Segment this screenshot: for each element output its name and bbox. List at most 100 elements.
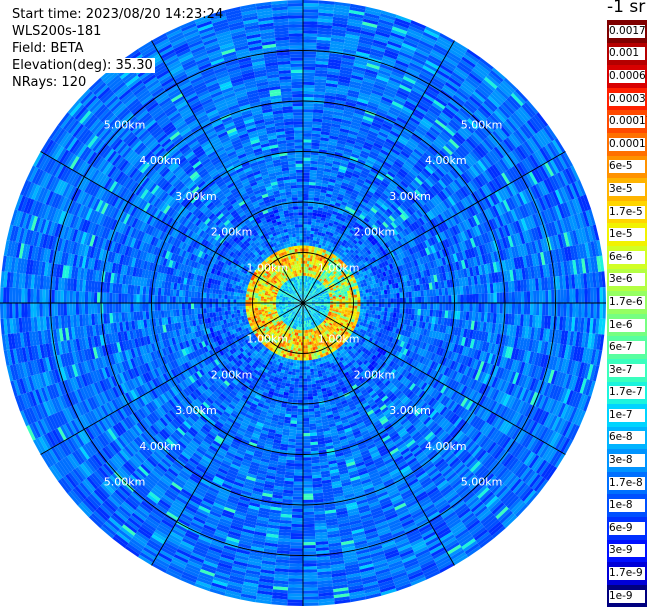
- heatmap-cell: [512, 303, 515, 314]
- heatmap-cell: [303, 133, 312, 136]
- heatmap-cell: [536, 291, 539, 303]
- heatmap-cell: [488, 293, 491, 303]
- heatmap-cell: [381, 307, 384, 312]
- heatmap-cell: [396, 288, 400, 293]
- heatmap-cell: [578, 303, 581, 318]
- heatmap-cell: [448, 303, 451, 311]
- heatmap-cell: [373, 299, 376, 303]
- heatmap-cell: [466, 294, 469, 303]
- heatmap-cell: [379, 299, 382, 303]
- heatmap-cell: [393, 293, 396, 298]
- heatmap-cell: [560, 289, 563, 303]
- heatmap-cell: [406, 303, 409, 309]
- heatmap-cell: [303, 39, 317, 42]
- heatmap-cell: [372, 295, 375, 299]
- heatmap-cell: [303, 203, 308, 206]
- heatmap-cell: [527, 303, 530, 315]
- heatmap-cell: [421, 303, 424, 309]
- heatmap-cell: [375, 311, 379, 315]
- heatmap-cell: [306, 243, 309, 246]
- heatmap-cell: [372, 310, 376, 314]
- heatmap-cell: [339, 305, 342, 307]
- heatmap-cell: [308, 203, 313, 207]
- heatmap-cell: [436, 296, 439, 303]
- heatmap-cell: [403, 298, 406, 303]
- heatmap-cell: [342, 299, 345, 301]
- heatmap-cell: [307, 233, 311, 236]
- heatmap-cell: [378, 295, 381, 299]
- heatmap-cell: [354, 306, 357, 309]
- heatmap-cell: [424, 303, 427, 310]
- heatmap-cell: [515, 303, 518, 314]
- heatmap-cell: [491, 293, 494, 303]
- heatmap-cell: [494, 303, 497, 313]
- heatmap-cell: [390, 289, 394, 294]
- heatmap-cell: [303, 227, 307, 230]
- heatmap-cell: [382, 303, 385, 307]
- heatmap-cell: [303, 94, 314, 97]
- heatmap-cell: [303, 218, 307, 221]
- heatmap-cell: [448, 311, 452, 319]
- heatmap-cell: [312, 219, 317, 223]
- heatmap-cell: [545, 303, 548, 316]
- heatmap-cell: [309, 182, 316, 186]
- heatmap-cell: [303, 82, 315, 85]
- heatmap-cell: [311, 155, 319, 159]
- heatmap-cell: [360, 297, 363, 300]
- heatmap-cell: [303, 191, 309, 194]
- heatmap-cell: [421, 309, 425, 316]
- heatmap-cell: [303, 179, 310, 182]
- heatmap-cell: [348, 295, 351, 298]
- heatmap-cell: [303, 200, 308, 203]
- heatmap-cell: [309, 243, 313, 246]
- heatmap-cell: [382, 299, 385, 303]
- heatmap-cell: [427, 310, 431, 317]
- heatmap-cell: [312, 243, 316, 247]
- heatmap-cell: [542, 303, 545, 316]
- heatmap-cell: [488, 303, 491, 313]
- heatmap-cell: [396, 293, 399, 298]
- heatmap-cell: [424, 309, 428, 316]
- heatmap-cell: [469, 294, 472, 303]
- heatmap-cell: [442, 303, 445, 311]
- heatmap-cell: [412, 297, 415, 303]
- heatmap-cell: [587, 303, 591, 318]
- heatmap-cell: [303, 24, 318, 27]
- heatmap-cell: [357, 309, 360, 312]
- heatmap-cell: [303, 76, 315, 79]
- heatmap-cell: [303, 161, 311, 164]
- heatmap-cell: [311, 146, 319, 150]
- heatmap-cell: [309, 191, 315, 195]
- heatmap-cell: [448, 295, 451, 303]
- heatmap-cell: [303, 73, 315, 76]
- heatmap-cell: [557, 303, 560, 317]
- heatmap-cell: [603, 303, 606, 319]
- heatmap-cell: [399, 293, 403, 298]
- heatmap-cell: [310, 164, 318, 168]
- heatmap-cell: [303, 185, 309, 188]
- heatmap-cell: [560, 303, 563, 317]
- heatmap-cell: [305, 270, 307, 273]
- heatmap-cell: [494, 293, 497, 303]
- heatmap-cell: [313, 240, 317, 244]
- heatmap-cell: [303, 109, 313, 112]
- heatmap-cell: [545, 290, 548, 303]
- heatmap-cell: [312, 213, 317, 217]
- heatmap-cell: [597, 303, 600, 319]
- heatmap-cell: [303, 188, 309, 191]
- heatmap-cell: [304, 273, 306, 276]
- heatmap-cell: [330, 304, 333, 306]
- heatmap-cell: [372, 307, 375, 311]
- heatmap-cell: [303, 209, 308, 212]
- heatmap-cell: [500, 303, 503, 314]
- heatmap-cell: [303, 158, 311, 161]
- heatmap-cell: [303, 224, 307, 227]
- heatmap-cell: [330, 300, 333, 302]
- heatmap-cell: [569, 303, 572, 317]
- heatmap-cell: [566, 289, 569, 303]
- heatmap-cell: [533, 291, 536, 303]
- heatmap-cell: [348, 298, 351, 301]
- heatmap-cell: [600, 303, 604, 319]
- heatmap-cell: [530, 291, 533, 303]
- heatmap-cell: [354, 295, 357, 298]
